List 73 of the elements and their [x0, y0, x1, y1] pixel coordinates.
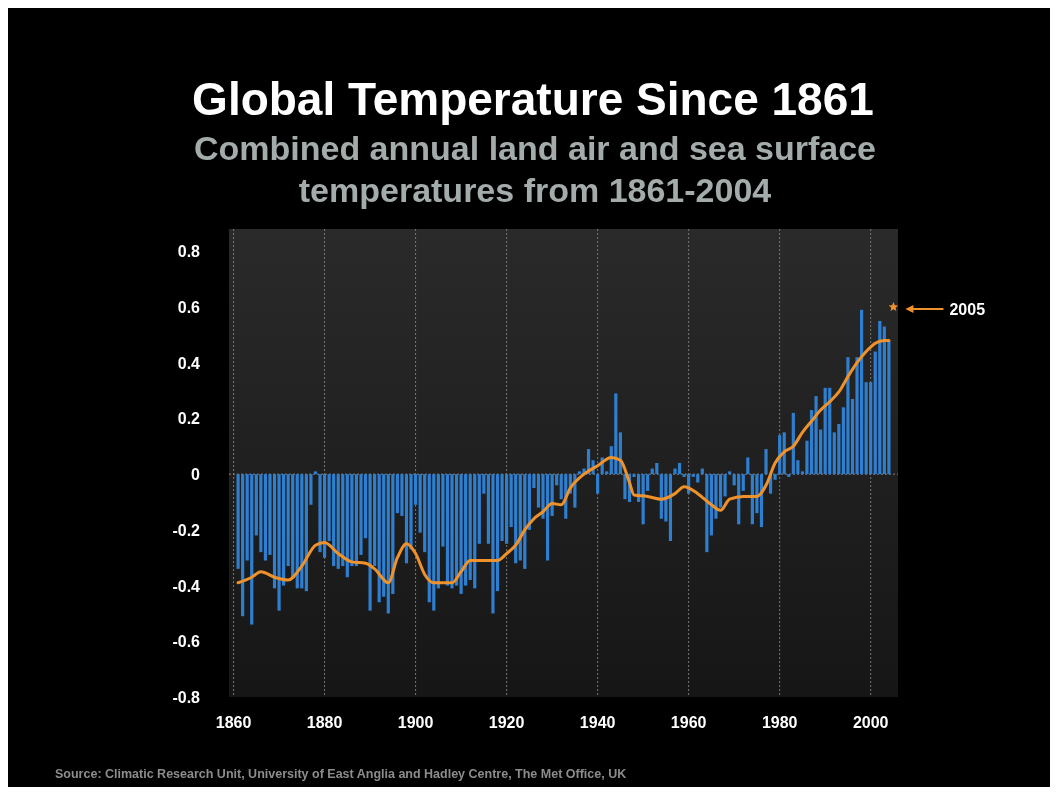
bar [432, 474, 436, 611]
bar [300, 474, 304, 589]
bar [623, 474, 627, 500]
bar [746, 457, 750, 475]
bar [596, 474, 600, 494]
bar [377, 474, 381, 603]
line-series [236, 338, 891, 585]
legend-label: 2005 [949, 301, 986, 318]
bar [473, 474, 477, 589]
bar [614, 393, 618, 475]
bar [345, 474, 349, 578]
bar [336, 474, 340, 569]
bar [864, 382, 868, 475]
bar [341, 474, 345, 567]
bar [386, 474, 390, 614]
bar [837, 424, 841, 475]
bar [696, 474, 700, 483]
x-tick-label: 1940 [579, 714, 616, 731]
bar [250, 474, 254, 625]
y-tick-label: -0.4 [172, 577, 201, 595]
bar [787, 474, 791, 477]
bar [773, 474, 777, 480]
bar [241, 474, 245, 617]
x-tick-label: 1920 [488, 714, 525, 731]
x-tick-label: 1900 [397, 714, 434, 731]
x-tick-label: 1880 [306, 714, 343, 731]
x-tick-label: 1860 [215, 714, 252, 731]
x-tick-label: 1980 [761, 714, 798, 731]
y-tick-label: 0 [191, 466, 201, 484]
bar [423, 474, 427, 553]
bar [295, 474, 299, 589]
bar [404, 474, 409, 564]
bar [491, 474, 495, 614]
bar [655, 463, 659, 475]
bar [545, 474, 550, 561]
bar [668, 474, 673, 541]
y-tick-label: 0.4 [177, 354, 201, 372]
bar [313, 471, 318, 475]
bar [577, 471, 582, 475]
bar [291, 474, 295, 578]
chart-title: Global Temperature Since 1861 [192, 73, 874, 125]
bar [332, 474, 336, 567]
y-tick-label: -0.2 [172, 521, 201, 539]
y-tick-label: -0.8 [172, 689, 201, 706]
bar [450, 474, 454, 589]
bar [741, 474, 745, 491]
bar [354, 474, 359, 567]
bar [705, 474, 709, 553]
chart-subtitle: Combined annual land air and sea surface temperatures from 1861-2004 [193, 129, 877, 209]
bar [459, 474, 463, 594]
bar [814, 396, 818, 475]
bar [477, 474, 481, 544]
y-tick-label: 0.8 [177, 243, 201, 261]
bar [764, 449, 768, 475]
bar [368, 474, 372, 611]
x-tick-label: 2000 [852, 714, 889, 731]
y-tick-label: -0.6 [172, 633, 201, 651]
y-tick-label: 0.6 [177, 299, 201, 316]
bar [878, 320, 882, 475]
bar [846, 357, 850, 475]
bar [445, 474, 450, 586]
bar [322, 474, 327, 558]
bar [454, 474, 459, 586]
bar [436, 474, 440, 589]
bar [277, 474, 281, 611]
bar [677, 463, 682, 475]
bar [259, 474, 263, 553]
x-tick-label: 1960 [670, 714, 707, 731]
bar [882, 326, 886, 475]
bar [869, 382, 873, 475]
source-note: Source: Climatic Research Unit, University of East Anglia and Hadley Centre, The Met Office, UK [55, 767, 627, 781]
y-tick-label: 0.2 [177, 410, 201, 428]
bar [728, 471, 732, 475]
